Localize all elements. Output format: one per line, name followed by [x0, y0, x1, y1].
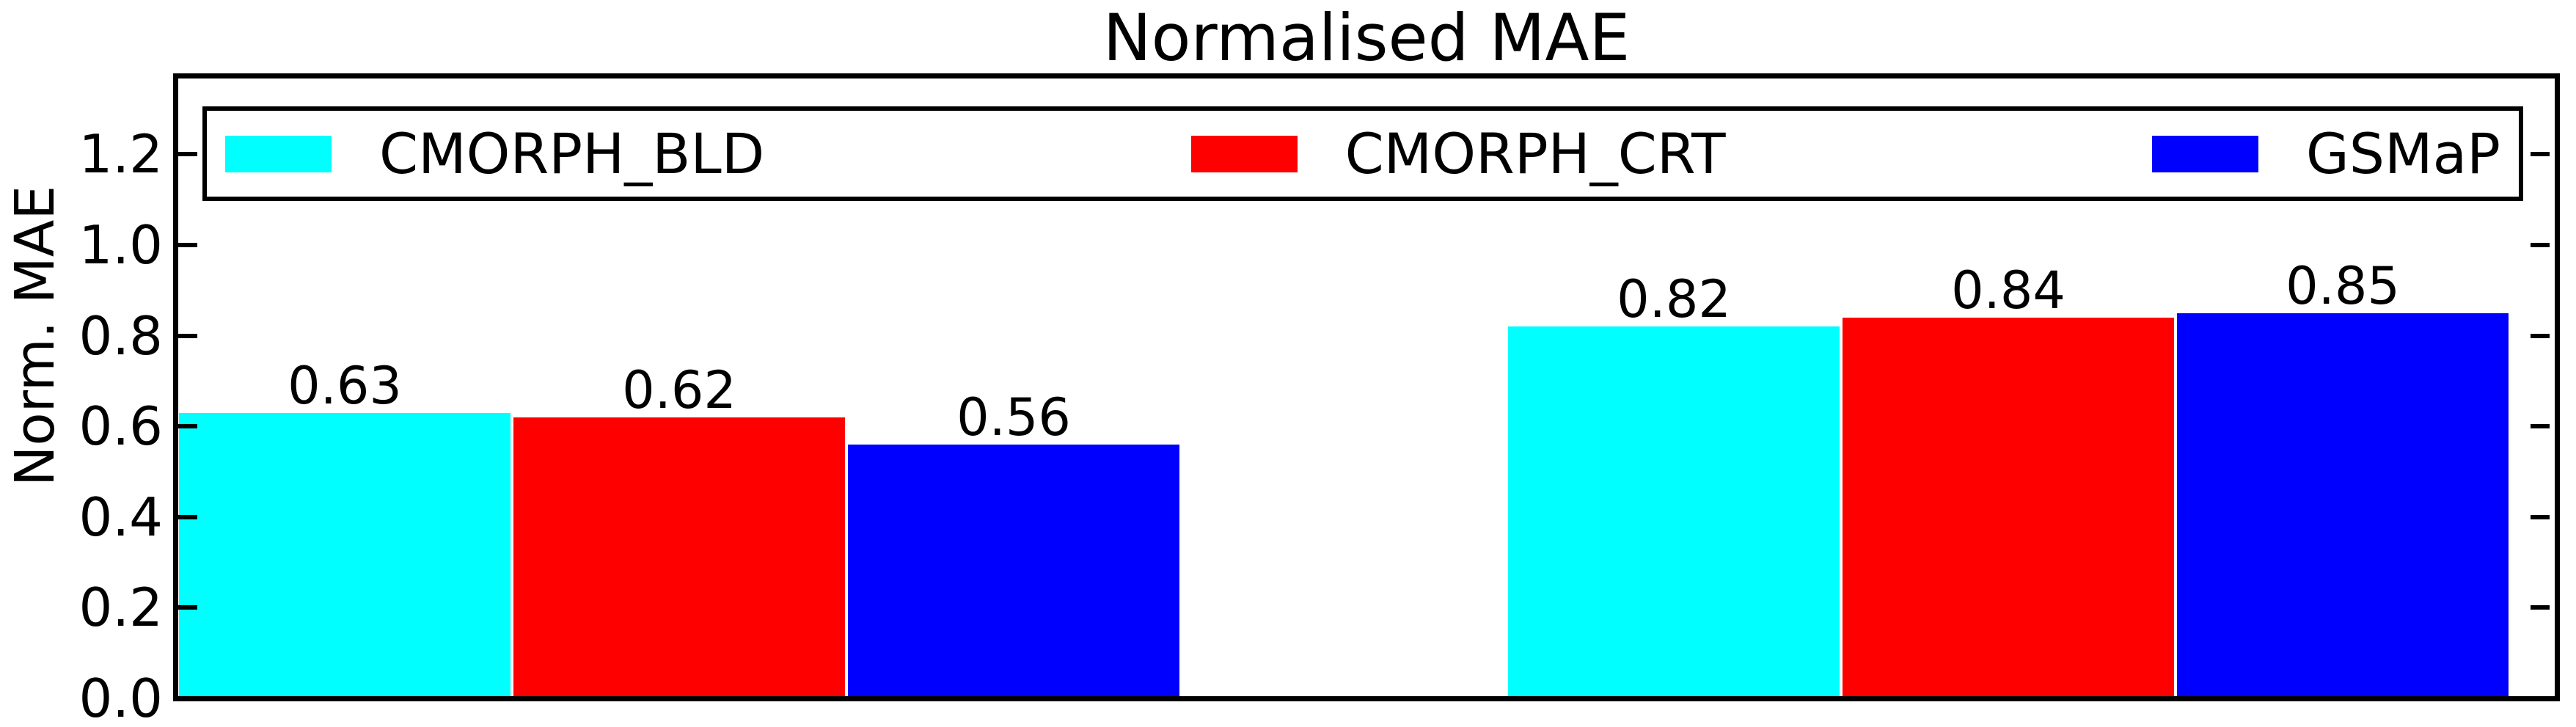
legend: CMORPH_BLD CMORPH_CRT GSMaP	[202, 106, 2523, 201]
legend-swatch-CMORPH_BLD	[225, 135, 332, 172]
y-tick-label-0.0: 0.0	[78, 668, 163, 727]
legend-label-CMORPH_CRT: CMORPH_CRT	[1344, 120, 1726, 186]
legend-item-CMORPH_BLD: CMORPH_BLD	[225, 120, 765, 186]
y-tick-label-1.2: 1.2	[78, 123, 163, 185]
legend-item-CMORPH_CRT: CMORPH_CRT	[1190, 120, 1726, 186]
legend-swatch-GSMaP	[2151, 135, 2258, 172]
chart-title: Normalised MAE	[1102, 0, 1631, 76]
legend-item-GSMaP: GSMaP	[2151, 120, 2500, 186]
legend-label-CMORPH_BLD: CMORPH_BLD	[379, 120, 765, 186]
plot-area-frame	[173, 73, 2560, 701]
y-axis-label: Norm. MAE	[4, 185, 67, 486]
legend-swatch-CMORPH_CRT	[1190, 135, 1298, 172]
y-tick-label-0.4: 0.4	[78, 486, 163, 548]
legend-label-GSMaP: GSMaP	[2305, 120, 2500, 186]
y-tick-label-0.2: 0.2	[78, 577, 163, 638]
